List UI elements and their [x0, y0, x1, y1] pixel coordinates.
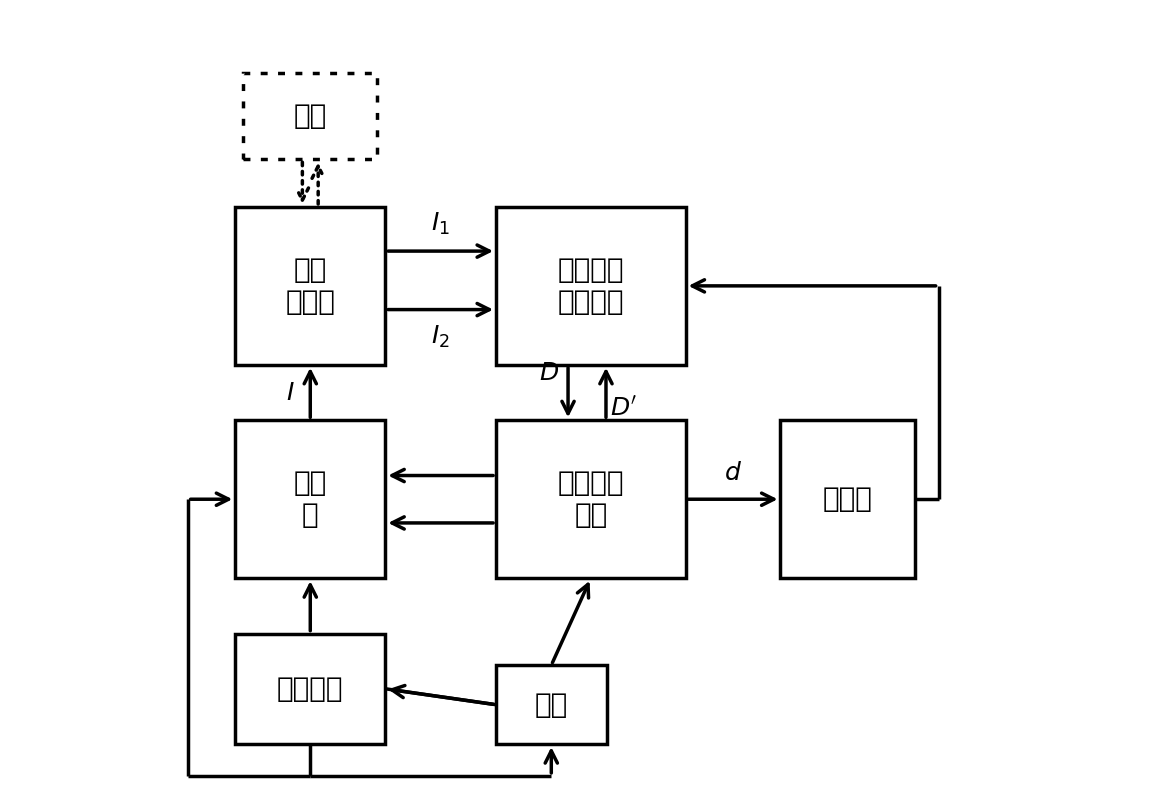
- Text: $I_1$: $I_1$: [431, 211, 450, 237]
- Text: 电源: 电源: [535, 691, 568, 718]
- Text: 双路探测
采集模块: 双路探测 采集模块: [558, 255, 624, 316]
- Text: 处理控制
电路: 处理控制 电路: [558, 469, 624, 530]
- Bar: [781, 420, 914, 578]
- Text: 样品: 样品: [293, 102, 327, 130]
- Bar: [496, 665, 606, 744]
- Text: 双路
取样器: 双路 取样器: [285, 255, 335, 316]
- Text: $d$: $d$: [724, 461, 742, 485]
- Text: 光源模块: 光源模块: [277, 675, 344, 703]
- Bar: [496, 420, 685, 578]
- Text: $I_2$: $I_2$: [431, 324, 450, 350]
- Bar: [496, 207, 685, 365]
- Bar: [236, 634, 385, 744]
- Text: 上位机: 上位机: [822, 485, 873, 513]
- Bar: [236, 420, 385, 578]
- Bar: [236, 207, 385, 365]
- Text: $D$: $D$: [538, 361, 559, 385]
- Text: $I$: $I$: [285, 381, 294, 404]
- Text: $D'$: $D'$: [610, 396, 637, 420]
- Bar: [243, 72, 377, 159]
- Text: 单色
器: 单色 器: [293, 469, 327, 530]
